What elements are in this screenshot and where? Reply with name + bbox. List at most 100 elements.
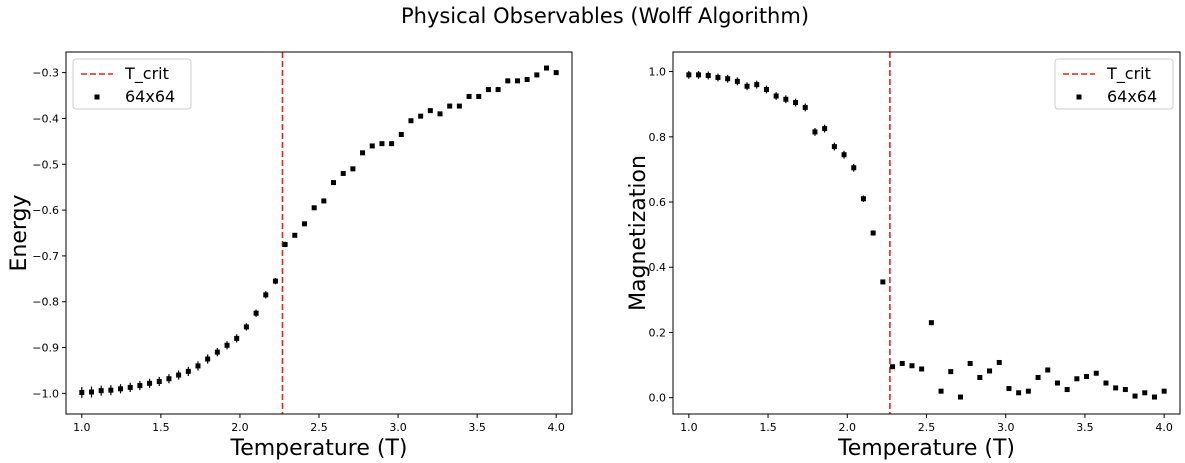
data-point xyxy=(744,83,750,89)
legend-label-t-crit: T_crit xyxy=(124,64,169,84)
data-point xyxy=(1016,390,1022,396)
data-point xyxy=(408,118,414,124)
legend-label-t-crit: T_crit xyxy=(1106,64,1151,84)
x-tick-label: 1.5 xyxy=(152,421,170,434)
data-point xyxy=(253,310,259,316)
data-point xyxy=(996,359,1002,365)
data-point xyxy=(870,230,876,236)
data-point xyxy=(534,72,540,78)
data-point xyxy=(763,87,769,93)
y-tick-label: −0.4 xyxy=(32,112,59,125)
data-point xyxy=(715,74,721,80)
data-point xyxy=(919,366,925,372)
data-point xyxy=(1103,380,1109,386)
data-point xyxy=(524,76,530,82)
data-point xyxy=(127,384,133,390)
data-point xyxy=(987,368,993,374)
legend-label-series: 64x64 xyxy=(1107,87,1157,106)
data-point xyxy=(301,221,307,227)
x-tick-label: 1.0 xyxy=(680,421,698,434)
data-point xyxy=(1064,387,1070,393)
legend: T_crit 64x64 xyxy=(72,58,192,110)
data-point xyxy=(967,360,973,366)
data-point xyxy=(880,279,886,285)
data-point xyxy=(822,126,828,132)
data-point xyxy=(899,360,905,366)
x-tick-label: 4.0 xyxy=(547,421,565,434)
data-point xyxy=(137,383,143,389)
x-tick-label: 2.0 xyxy=(839,421,857,434)
data-point xyxy=(456,103,462,109)
x-tick-label: 3.5 xyxy=(468,421,486,434)
energy-plot: 1.0 1.5 2.0 2.5 3.0 3.5 4.0 −1.0 −0.9 −0.8 −0.7 −0.… xyxy=(7,51,573,461)
data-point xyxy=(831,144,837,150)
data-point xyxy=(340,170,346,176)
data-point xyxy=(321,198,327,204)
data-point xyxy=(890,364,896,370)
data-point xyxy=(418,113,424,119)
data-point xyxy=(156,378,162,384)
data-point xyxy=(476,93,482,99)
y-tick-label: −0.3 xyxy=(32,67,59,80)
data-point xyxy=(427,108,433,114)
y-tick-label: 0.0 xyxy=(649,392,667,405)
plot-frame xyxy=(65,51,573,415)
data-point xyxy=(243,324,249,330)
data-point xyxy=(360,150,366,156)
data-point xyxy=(802,104,808,110)
data-point xyxy=(437,111,443,117)
legend-swatch-series xyxy=(94,94,100,100)
data-point xyxy=(108,387,114,393)
legend: T_crit 64x64 xyxy=(1054,58,1174,110)
data-point xyxy=(938,388,944,394)
data-point xyxy=(389,141,395,147)
data-point xyxy=(1132,393,1138,399)
data-point xyxy=(79,389,85,395)
data-point xyxy=(725,76,731,82)
y-tick-label: 1.0 xyxy=(649,66,667,79)
data-point xyxy=(841,152,847,158)
y-tick-label: −1.0 xyxy=(32,387,59,400)
y-axis-label: Energy xyxy=(7,194,32,271)
data-point xyxy=(1054,380,1060,386)
data-point xyxy=(466,93,472,99)
y-tick-label: −0.8 xyxy=(32,296,59,309)
data-point xyxy=(214,349,220,355)
data-point xyxy=(909,363,915,369)
data-point xyxy=(292,232,298,238)
x-tick-label: 2.0 xyxy=(231,421,249,434)
data-point xyxy=(350,166,356,172)
data-point xyxy=(1084,373,1090,379)
y-tick-label: 0.4 xyxy=(649,261,667,274)
data-point xyxy=(544,65,550,71)
legend-box xyxy=(1054,58,1174,110)
x-axis-label: Temperature (T) xyxy=(837,436,1015,461)
data-point xyxy=(977,374,983,380)
x-tick-label: 3.0 xyxy=(389,421,407,434)
x-tick-label: 1.5 xyxy=(759,421,777,434)
data-point xyxy=(88,389,94,395)
data-point xyxy=(369,143,375,149)
legend-swatch-series xyxy=(1076,94,1082,100)
data-point xyxy=(957,394,963,400)
data-point xyxy=(447,103,453,109)
data-point xyxy=(1161,388,1167,394)
data-point xyxy=(812,129,818,135)
data-point xyxy=(147,380,153,386)
data-point xyxy=(495,87,501,93)
data-point xyxy=(224,342,230,348)
y-axis-label: Magnetization xyxy=(626,155,651,311)
data-point xyxy=(1151,394,1157,400)
data-point xyxy=(263,292,269,298)
plot-frame xyxy=(672,51,1181,415)
legend-box xyxy=(72,58,192,110)
data-point xyxy=(1006,386,1012,392)
y-tick-label: 0.2 xyxy=(649,326,667,339)
data-point xyxy=(851,165,857,171)
data-point xyxy=(485,87,491,93)
data-point xyxy=(98,388,104,394)
x-tick-label: 1.0 xyxy=(73,421,91,434)
x-tick-label: 2.5 xyxy=(918,421,936,434)
magnetization-plot: 1.0 1.5 2.0 2.5 3.0 3.5 4.0 0.0 0.2 0.4 0.6 0.8 1.0 T… xyxy=(626,51,1181,461)
